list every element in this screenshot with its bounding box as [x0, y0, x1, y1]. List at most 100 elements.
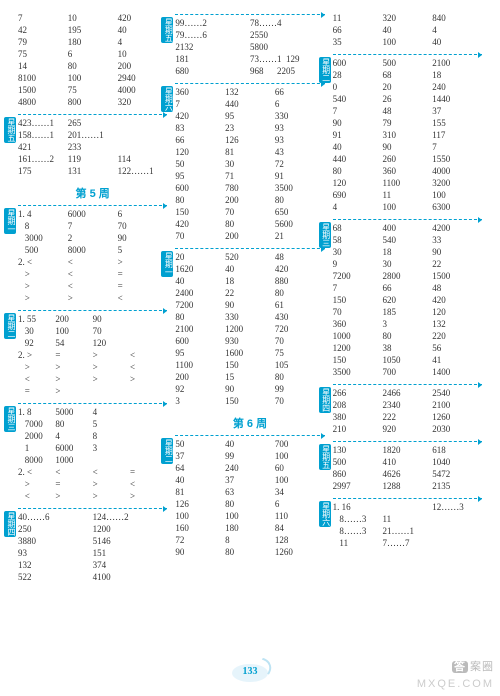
cell: 155	[432, 118, 482, 128]
cell: 120	[432, 307, 482, 317]
cell: 91	[275, 171, 325, 181]
cell: 880	[275, 276, 325, 286]
data-row: 42095330	[175, 110, 324, 122]
cell: 420	[432, 295, 482, 305]
cell: 1. 55	[18, 314, 55, 324]
cell: 2. >	[18, 350, 55, 360]
cell: 100	[175, 511, 225, 521]
cell: 8100	[18, 73, 68, 83]
label-wd2: 星期二	[319, 57, 331, 83]
cell: 26	[382, 94, 432, 104]
cell: >	[130, 374, 167, 384]
page-number: 133	[228, 666, 272, 677]
cell: 1. 8	[18, 407, 55, 417]
cell: 100	[382, 202, 432, 212]
cell: 80	[175, 312, 225, 322]
cell: =	[118, 269, 168, 279]
cell: 18	[432, 70, 482, 80]
cell: 4800	[18, 97, 68, 107]
cell: 11	[333, 538, 383, 548]
cell: >	[93, 374, 130, 384]
cell: 200	[175, 372, 225, 382]
cell: 180	[68, 37, 118, 47]
cell: 2. <	[18, 467, 55, 477]
data-row: 15070650	[175, 206, 324, 218]
data-row: 2. >=><	[18, 349, 167, 361]
data-row: 3802221260	[333, 411, 482, 423]
data-row: 4402601550	[333, 153, 482, 165]
data-row: <>>>	[18, 490, 167, 502]
cell: 210	[333, 424, 383, 434]
cell: 92	[18, 338, 55, 348]
page: 7104204219540791804756101480200810010029…	[0, 0, 500, 587]
data-row: 38805146	[18, 535, 167, 547]
data-row: 421233	[18, 141, 167, 153]
data-row: 791804	[18, 36, 167, 48]
cell: 360	[333, 319, 383, 329]
cell: 360	[382, 166, 432, 176]
data-row: 420805600	[175, 218, 324, 230]
data-row: 3799100	[175, 450, 324, 462]
cell: 90	[225, 384, 275, 394]
cell: 600	[175, 336, 225, 346]
cell: 400	[382, 223, 432, 233]
cell: 40……6	[18, 512, 93, 522]
data-row: 9254120	[18, 337, 167, 349]
column-1: 7104204219540791804756101480200810010029…	[18, 12, 167, 587]
data-row: 70185120	[333, 306, 482, 318]
cell: 208	[333, 400, 383, 410]
cell: 330	[275, 111, 325, 121]
data-row: 1. 5520090	[18, 313, 167, 325]
cell: 420	[175, 111, 225, 121]
cell: 700	[275, 439, 325, 449]
cell: >	[55, 374, 92, 384]
data-row: 161……2119114	[18, 153, 167, 165]
cell: 420	[275, 264, 325, 274]
data-row: 81001002940	[18, 72, 167, 84]
cell: 3880	[18, 536, 93, 546]
data-row: 710420	[18, 12, 167, 24]
cell: 260	[382, 154, 432, 164]
cell: 68	[333, 223, 383, 233]
cell: 6	[118, 209, 168, 219]
cell: 6	[275, 499, 325, 509]
cell: >	[68, 293, 118, 303]
cell: 151	[93, 548, 168, 558]
cell: 150	[333, 355, 383, 365]
watermark-logo: 答案圈	[452, 658, 494, 674]
cell: 100	[225, 511, 275, 521]
data-row: 1. 850004	[18, 406, 167, 418]
data-row: 162040420	[175, 263, 324, 275]
data-row: 957191	[175, 170, 324, 182]
cell: 66	[382, 283, 432, 293]
data-row: 26624662540	[333, 387, 482, 399]
data-row: 40……6124……2	[18, 511, 167, 523]
cell: <	[130, 479, 167, 489]
data-row: 75610	[18, 48, 167, 60]
page-number-badge: 133	[228, 658, 272, 686]
cell: 1100	[175, 360, 225, 370]
cell: 93	[275, 135, 325, 145]
cell: 124……2	[93, 512, 168, 522]
cell: 1200	[93, 524, 168, 534]
data-row: 95160075	[175, 347, 324, 359]
cell: <	[55, 467, 92, 477]
cell: >	[18, 293, 68, 303]
block-c1-4: 星期二1. 5520090 3010070 92541202. >=>< >>>…	[18, 310, 167, 397]
cell: =	[118, 281, 168, 291]
cell: 220	[432, 331, 482, 341]
cell: 114	[118, 154, 168, 164]
data-row: 93151	[18, 547, 167, 559]
cell: 410	[382, 457, 432, 467]
cell: >	[55, 386, 92, 396]
block-c2-2: 星期六3601326674406420953308323936612693120…	[175, 83, 324, 242]
data-row: 100080220	[333, 330, 482, 342]
cell: 7	[18, 13, 68, 23]
cell: >	[93, 362, 130, 372]
cell: 680	[175, 66, 250, 76]
label-wd3: 星期三	[319, 222, 331, 248]
data-row: 150105041	[333, 354, 482, 366]
cell: 2800	[382, 271, 432, 281]
cell: 100	[275, 475, 325, 485]
label-wd4: 星期四	[319, 387, 331, 413]
